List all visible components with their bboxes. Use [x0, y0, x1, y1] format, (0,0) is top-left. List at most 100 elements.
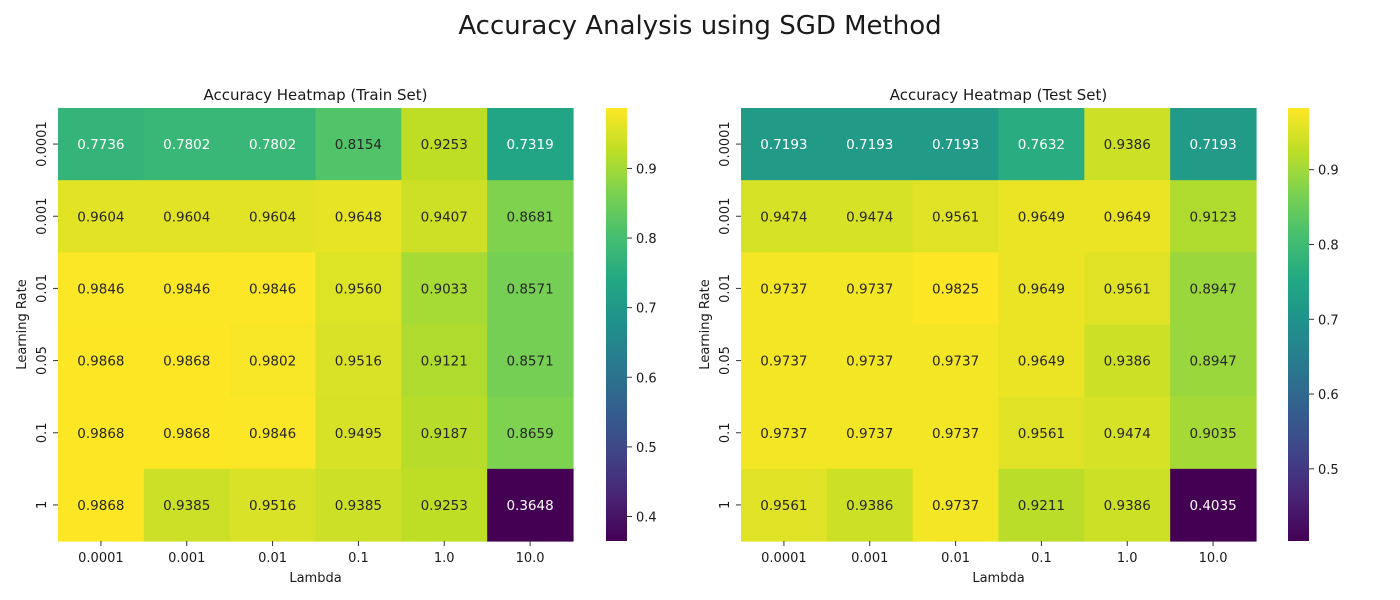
- cell-value-label: 0.9649: [1018, 354, 1065, 370]
- heatmap-cell: [401, 108, 488, 181]
- x-tick-label: 1.0: [434, 551, 455, 566]
- cell-value-label: 0.9868: [77, 426, 124, 442]
- heatmap-cell: [826, 324, 914, 398]
- heatmap-cell: [401, 468, 488, 542]
- y-tick-label: 0.001: [718, 198, 733, 235]
- heatmap-cell: [1170, 180, 1257, 253]
- x-tick-label: 10.0: [516, 551, 545, 566]
- cell-value-label: 0.9560: [335, 281, 382, 297]
- x-axis-label: Lambda: [972, 571, 1024, 586]
- cell-value-label: 0.8154: [335, 137, 382, 153]
- cell-value-label: 0.9474: [1104, 426, 1151, 442]
- cell-value-label: 0.7193: [1189, 137, 1236, 153]
- y-tick-label: 0.0001: [718, 121, 733, 167]
- heatmap-cell: [58, 468, 145, 542]
- cell-value-label: 0.9737: [932, 354, 979, 370]
- y-tick-label: 0.05: [718, 346, 733, 375]
- cell-value-label: 0.8947: [1189, 281, 1236, 297]
- heatmap-cell: [143, 108, 231, 181]
- heatmap-cell: [1084, 108, 1171, 181]
- y-axis-label: Learning Rate: [698, 279, 713, 369]
- heatmap-cell: [998, 396, 1085, 470]
- heatmap-cell: [741, 468, 828, 542]
- heatmap-cell: [912, 108, 1000, 181]
- y-tick-label: 1: [718, 501, 733, 509]
- cell-value-label: 0.9825: [932, 281, 979, 297]
- heatmap-cell: [315, 468, 402, 542]
- heatmap-cell: [912, 324, 1000, 398]
- heatmap-cell: [912, 468, 1000, 542]
- cell-value-label: 0.9737: [760, 281, 807, 297]
- y-tick-label: 0.0001: [35, 121, 50, 167]
- heatmap-cell: [1170, 396, 1257, 470]
- heatmap-cell: [1084, 252, 1171, 326]
- cell-value-label: 0.9737: [932, 498, 979, 514]
- heatmap-cell: [826, 180, 914, 253]
- cell-value-label: 0.9474: [760, 209, 807, 225]
- heatmap-panel-test: Accuracy Heatmap (Test Set) Lambda Learn…: [698, 86, 1339, 586]
- y-tick-label: 0.1: [35, 422, 50, 443]
- heatmap-cell: [229, 252, 317, 326]
- heatmap-cell: [315, 108, 402, 181]
- cell-value-label: 0.7736: [77, 137, 124, 153]
- cell-value-label: 0.9649: [1018, 209, 1065, 225]
- cell-value-label: 0.9035: [1189, 426, 1236, 442]
- heatmap-cell: [826, 468, 914, 542]
- cell-value-label: 0.9385: [163, 498, 210, 514]
- cell-value-label: 0.7319: [506, 137, 553, 153]
- cell-value-label: 0.9868: [77, 354, 124, 370]
- heatmap-cell: [401, 252, 488, 326]
- cell-value-label: 0.9386: [1104, 137, 1151, 153]
- cell-value-label: 0.9737: [760, 426, 807, 442]
- cell-value-label: 0.9386: [846, 498, 893, 514]
- heatmap-cell: [315, 396, 402, 470]
- heatmap-title: Accuracy Heatmap (Train Set): [203, 86, 427, 104]
- cell-value-label: 0.9211: [1018, 498, 1065, 514]
- heatmap-cell: [143, 396, 231, 470]
- heatmap-cell: [826, 108, 914, 181]
- cell-value-label: 0.9385: [335, 498, 382, 514]
- heatmap-cell: [487, 468, 574, 542]
- cell-value-label: 0.9737: [932, 426, 979, 442]
- heatmap-cell: [401, 324, 488, 398]
- heatmap-panel-train: Accuracy Heatmap (Train Set) Lambda Lear…: [15, 86, 657, 586]
- cell-value-label: 0.9649: [1104, 209, 1151, 225]
- cell-value-label: 0.9868: [163, 354, 210, 370]
- colorbar-tick-label: 0.6: [1318, 388, 1339, 403]
- cell-value-label: 0.9495: [335, 426, 382, 442]
- heatmap-cell: [487, 252, 574, 326]
- cell-value-label: 0.9846: [77, 281, 124, 297]
- cell-value-label: 0.9561: [760, 498, 807, 514]
- heatmap-cell: [741, 108, 828, 181]
- cell-value-label: 0.8571: [506, 354, 553, 370]
- cell-value-label: 0.9121: [421, 354, 468, 370]
- heatmap-cell: [741, 180, 828, 253]
- heatmap-cell: [143, 468, 231, 542]
- cell-value-label: 0.9033: [421, 281, 468, 297]
- heatmap-cell: [826, 396, 914, 470]
- y-tick-label: 0.05: [35, 346, 50, 375]
- cell-value-label: 0.8571: [506, 281, 553, 297]
- x-tick-label: 0.01: [941, 551, 970, 566]
- x-tick-label: 1.0: [1117, 551, 1138, 566]
- heatmap-cell: [58, 252, 145, 326]
- heatmap-cell: [741, 252, 828, 326]
- heatmap-cell: [229, 468, 317, 542]
- cell-value-label: 0.7193: [846, 137, 893, 153]
- y-axis-label: Learning Rate: [15, 279, 30, 369]
- x-tick-label: 0.1: [348, 551, 369, 566]
- heatmap-cell: [998, 324, 1085, 398]
- cell-value-label: 0.9516: [335, 354, 382, 370]
- cell-value-label: 0.9253: [421, 498, 468, 514]
- cell-value-label: 0.9604: [163, 209, 210, 225]
- cell-value-label: 0.9407: [421, 209, 468, 225]
- heatmap-cell: [998, 252, 1085, 326]
- cell-value-label: 0.9737: [846, 281, 893, 297]
- heatmap-cell: [229, 180, 317, 253]
- heatmap-cell: [229, 108, 317, 181]
- cell-value-label: 0.9868: [163, 426, 210, 442]
- colorbar: [1288, 108, 1309, 541]
- cell-value-label: 0.7632: [1018, 137, 1065, 153]
- heatmap-cell: [487, 180, 574, 253]
